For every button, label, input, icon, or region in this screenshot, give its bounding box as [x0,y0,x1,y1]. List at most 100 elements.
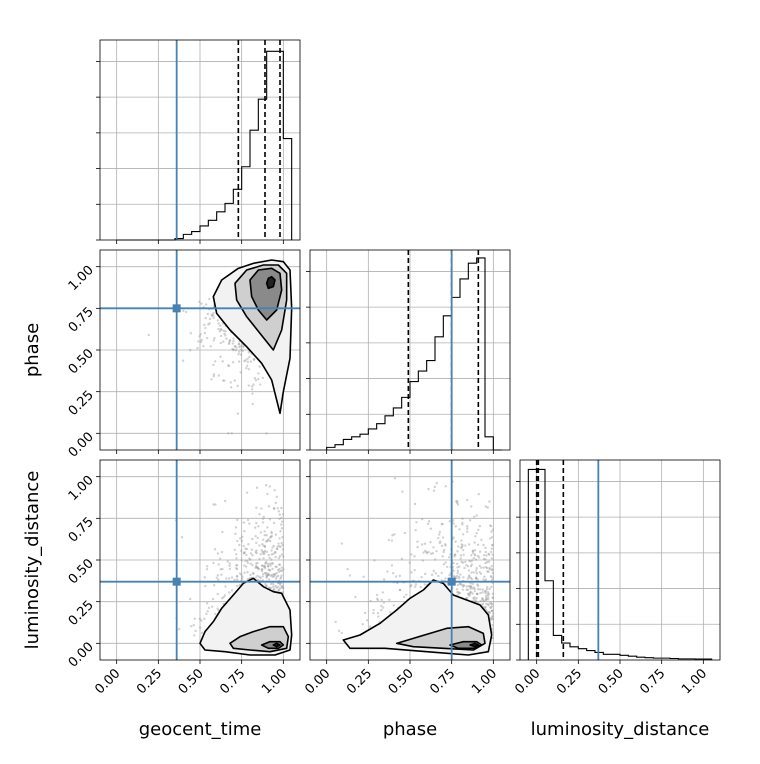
scatter-point [481,597,484,600]
scatter-point [457,545,460,548]
contour-line [449,640,483,650]
scatter-point [461,521,464,525]
scatter-point [261,542,264,546]
scatter-point [248,557,251,560]
scatter-point [260,507,263,510]
truth-marker [172,577,181,586]
scatter-point [275,495,279,498]
scatter-point [274,501,277,505]
scatter-point [423,549,427,553]
scatter-point [271,562,274,565]
scatter-point [478,550,482,553]
scatter-point [471,549,474,553]
scatter-point [240,559,243,562]
scatter-point [177,627,181,631]
scatter-point [200,631,204,635]
scatter-point [250,548,254,551]
scatter-point [279,529,282,533]
scatter-point [273,573,276,577]
scatter-point [200,338,203,342]
scatter-point [263,552,266,555]
scatter-point [470,571,473,574]
scatter-point [239,344,242,348]
scatter-point [208,317,212,321]
scatter-point [242,345,245,349]
scatter-point [485,602,488,606]
scatter-point [461,588,465,591]
scatter-point [474,554,477,557]
scatter-point [199,340,203,344]
scatter-point [206,336,209,340]
scatter-point [477,528,480,532]
scatter-point [256,574,259,578]
scatter-point [256,567,260,570]
scatter-point [380,598,383,602]
scatter-point [465,588,468,591]
scatter-point [278,555,282,558]
scatter-point [376,612,380,615]
scatter-point [272,521,276,525]
scatter-point [239,353,243,356]
scatter-point [212,316,215,319]
scatter-point [413,585,417,588]
scatter-point [234,526,238,529]
scatter-point [249,573,252,577]
scatter-point [452,522,455,525]
scatter-point [211,314,215,317]
scatter-point [281,586,285,589]
scatter-point [489,550,493,554]
scatter-point [205,602,209,605]
scatter-point [257,372,260,375]
scatter-point [427,487,430,491]
scatter-point [457,575,461,579]
scatter-point [452,569,455,573]
scatter-point [475,592,479,596]
scatter-point [438,530,442,534]
contour-line [249,267,283,321]
scatter-point [265,560,268,564]
scatter-point [188,348,192,352]
scatter-point [217,322,220,325]
scatter-point [250,387,254,391]
x-axis-label-phase: phase [383,719,437,740]
scatter-point [457,592,461,595]
scatter-point [271,575,274,578]
scatter-point [491,543,494,547]
scatter-point [410,584,413,587]
scatter-point [259,553,262,556]
scatter-point [226,560,229,563]
scatter-point [212,503,215,506]
scatter-point [263,564,266,568]
scatter-point [212,339,216,342]
scatter-point [456,550,459,553]
scatter-point [432,489,436,492]
scatter-point [219,355,222,358]
scatter-point [278,587,282,590]
scatter-point [420,543,424,546]
scatter-point [461,548,465,552]
scatter-point [257,568,261,571]
scatter-point [481,598,485,602]
scatter-point [487,598,490,601]
scatter-point [202,344,205,348]
scatter-point [238,543,241,547]
scatter-point [460,560,463,564]
scatter-point [485,560,489,564]
scatter-point [203,617,206,621]
scatter-point [423,583,426,586]
scatter-point [255,541,258,545]
scatter-point [429,540,432,544]
scatter-point [278,583,282,586]
scatter-point [244,358,247,362]
scatter-point [267,573,271,576]
scatter-point [440,571,443,575]
scatter-point [247,384,250,387]
contour-line [199,577,293,656]
scatter-point [453,553,457,557]
scatter-point [260,567,264,571]
scatter-point [247,351,251,354]
scatter-point [487,552,490,556]
scatter-point [455,588,459,591]
scatter-point [228,567,232,571]
scatter-point [444,544,447,547]
